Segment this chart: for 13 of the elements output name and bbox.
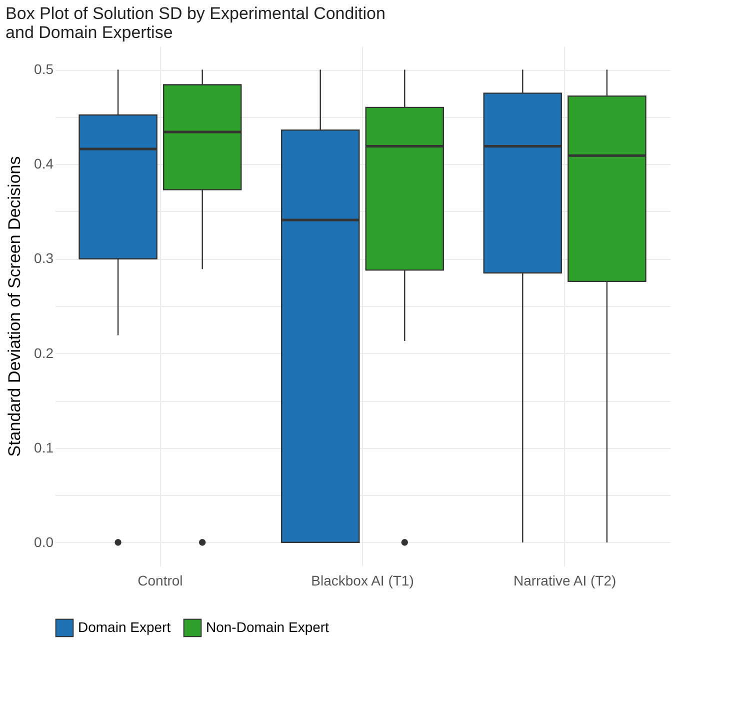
legend-label: Domain Expert bbox=[78, 618, 171, 635]
y-tick-label: 0.5 bbox=[34, 61, 54, 78]
y-tick-label: 0.3 bbox=[34, 250, 54, 266]
y-tick-label: 0.0 bbox=[34, 534, 54, 550]
x-tick-label: Control bbox=[138, 572, 183, 588]
y-tick-label: 0.1 bbox=[34, 439, 54, 456]
chart-title: Box Plot of Solution SD by Experimental Condition and Domain Expertise bbox=[6, 4, 386, 42]
x-tick-label: Blackbox AI (T1) bbox=[311, 572, 414, 588]
x-tick-label: Narrative AI (T2) bbox=[513, 572, 616, 588]
y-tick-label: 0.4 bbox=[34, 156, 54, 172]
y-axis-title: Standard Deviation of Screen Decisions bbox=[5, 156, 24, 457]
y-tick-label: 0.2 bbox=[34, 344, 54, 361]
legend-label: Non-Domain Expert bbox=[206, 618, 330, 635]
